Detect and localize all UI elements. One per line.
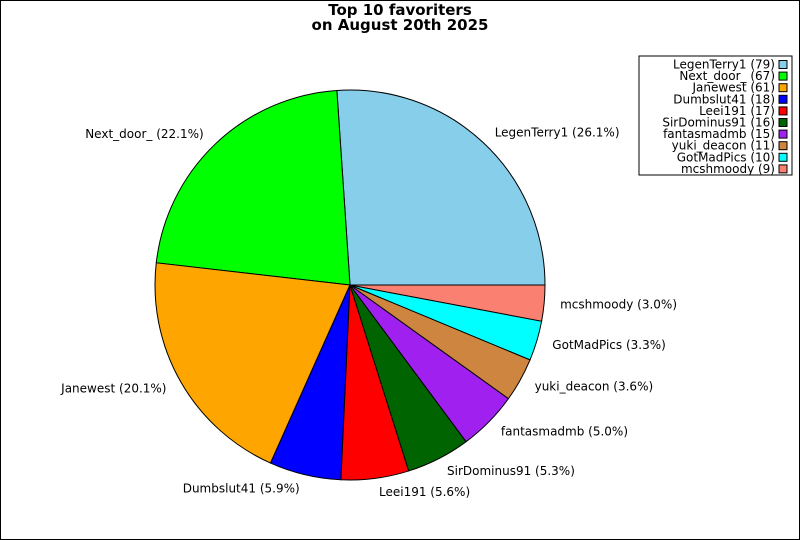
legend-entry-label: mcshmoody (9) — [681, 162, 775, 176]
pie-slice-label: Dumbslut41 (5.9%) — [183, 481, 300, 495]
legend-swatch — [778, 106, 788, 116]
legend-entry-label: fantasmadmb (15) — [663, 127, 775, 141]
pie-slice-labels: LegenTerry1 (26.1%) Next_door_ (22.1%) Jan… — [60, 125, 677, 499]
pie-slice-label: mcshmoody (3.0%) — [560, 298, 677, 312]
legend-swatch — [778, 94, 788, 104]
pie-slice-label: Janewest (20.1%) — [60, 382, 166, 396]
chart-title-line-1: Top 10 favoriters — [328, 1, 472, 19]
pie-slice-label: fantasmadmb (5.0%) — [501, 425, 628, 439]
pie-slices — [154, 89, 546, 481]
legend-swatch — [778, 118, 788, 127]
pie-slice-janewest — [154, 262, 351, 464]
chart-title-line-2: on August 20th 2025 — [311, 16, 489, 34]
legend-swatch — [778, 164, 788, 174]
pie-slice-label: yuki_deacon (3.6%) — [535, 380, 654, 394]
pie-slice-label: LegenTerry1 (26.1%) — [495, 125, 620, 139]
legend-swatch — [778, 60, 788, 69]
legend-entry-label: yuki_deacon (11) — [672, 139, 775, 153]
pie-slice-label: Leei191 (5.6%) — [379, 485, 470, 499]
chart-title: Top 10 favoriters on August 20th 2025 — [1, 3, 799, 33]
legend-entry-label: Leei191 (17) — [699, 104, 775, 118]
legend-entry-label: Dumbslut41 (18) — [673, 92, 775, 106]
legend-swatch — [778, 129, 788, 139]
legend-entry-label: LegenTerry1 (79) — [673, 58, 775, 72]
pie-slice-next-door — [155, 89, 351, 286]
legend: LegenTerry1 (79)Next_door_ (67)Janewest … — [638, 55, 793, 176]
pie-slice-label: Next_door_ (22.1%) — [85, 127, 204, 141]
legend-swatch — [778, 71, 788, 81]
pie-slice-legenterry1 — [336, 89, 546, 286]
legend-entry-label: Next_door_ (67) — [679, 69, 775, 83]
legend-entry-label: Janewest (61) — [692, 81, 775, 95]
legend-entry-label: SirDominus91 (16) — [662, 116, 775, 130]
legend-swatch — [778, 83, 788, 93]
legend-swatch — [778, 141, 788, 151]
legend-entry-label: GotMadPics (10) — [677, 150, 775, 164]
pie-slice-label: SirDominus91 (5.3%) — [447, 464, 575, 478]
pie-slice-label: GotMadPics (3.3%) — [552, 338, 666, 352]
legend-box — [638, 55, 793, 176]
legend-swatch — [778, 152, 788, 162]
pie-slice-mcshmoody — [349, 284, 546, 322]
